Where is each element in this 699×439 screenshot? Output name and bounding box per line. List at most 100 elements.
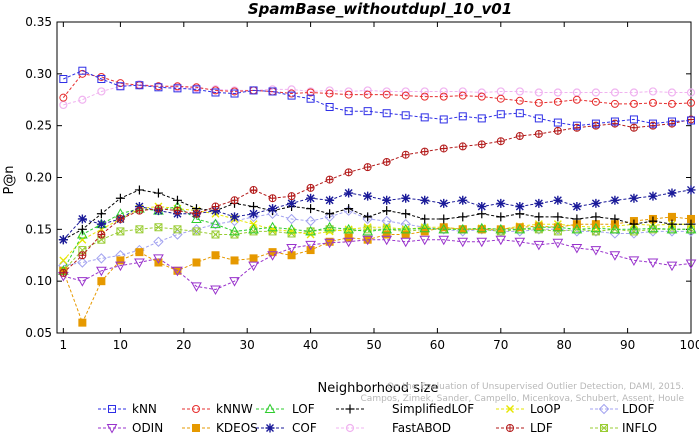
- point-simplifiedlof: [458, 212, 468, 222]
- point-cof: [382, 195, 392, 205]
- point-ldf: [515, 132, 524, 141]
- point-odin: [609, 251, 621, 261]
- legend: kNN kNNW LOF SimplifiedLOF LoOP LDOF ODIN KDEOS…: [98, 402, 657, 435]
- point-cof: [230, 212, 240, 222]
- point-cof: [211, 206, 220, 216]
- point-knnw: [382, 90, 391, 99]
- legend-marker: [600, 424, 608, 432]
- point-kdeos: [515, 223, 524, 232]
- legend-label: ODIN: [132, 421, 163, 434]
- point-simplifiedlof: [667, 219, 677, 229]
- point-ldf: [116, 214, 125, 223]
- point-fastabod: [610, 88, 620, 97]
- point-lof: [362, 225, 374, 236]
- point-odin: [628, 256, 640, 266]
- legend-item-simplifiedlof: SimplifiedLOF: [336, 402, 474, 416]
- point-cof: [610, 195, 620, 205]
- point-knnw: [306, 88, 315, 97]
- x-tick-label: 80: [557, 338, 572, 352]
- series-line-loop: [62, 205, 691, 261]
- point-odin: [514, 237, 526, 248]
- point-cof: [439, 198, 449, 208]
- series-simplifiedlof: [58, 185, 696, 245]
- point-knn: [249, 86, 258, 95]
- legend-item-fastabod: FastABOD: [336, 421, 451, 435]
- legend-item-loop: LoOP: [496, 402, 561, 416]
- point-ldf: [382, 157, 391, 166]
- legend-marker: [506, 424, 514, 432]
- point-fastabod: [97, 87, 106, 96]
- point-ldf: [401, 150, 410, 159]
- point-knn: [572, 121, 581, 130]
- point-cof: [648, 191, 658, 201]
- series-cof: [58, 185, 696, 245]
- y-tick-label: 0.35: [25, 15, 52, 29]
- point-lof: [514, 223, 526, 234]
- legend-marker: [345, 404, 355, 414]
- point-knn: [553, 118, 562, 127]
- legend-label: FastABOD: [392, 421, 451, 434]
- point-cof: [77, 214, 87, 224]
- point-cof: [629, 193, 639, 203]
- point-knnw: [439, 92, 448, 101]
- point-knnw: [629, 99, 638, 108]
- point-cof: [306, 193, 316, 203]
- point-lof: [476, 222, 488, 233]
- point-fastabod: [515, 87, 524, 96]
- legend-label: LOF: [292, 402, 315, 416]
- point-knn: [401, 111, 410, 120]
- point-simplifiedlof: [553, 212, 563, 222]
- legend-label: LDF: [530, 421, 553, 434]
- point-kdeos: [192, 258, 201, 267]
- point-ldf: [496, 137, 505, 146]
- x-tick-label: 1: [60, 338, 68, 352]
- series-line-cof: [62, 189, 692, 241]
- x-tick-label: 90: [620, 338, 635, 352]
- point-fastabod: [534, 88, 543, 97]
- series-line-knnw: [62, 73, 692, 105]
- point-knn: [496, 110, 505, 119]
- point-ldof: [305, 215, 316, 227]
- point-simplifiedlof: [496, 212, 506, 222]
- point-knnw: [477, 92, 486, 101]
- point-odin: [172, 266, 183, 277]
- point-lof: [533, 221, 545, 232]
- point-odin: [590, 246, 602, 256]
- point-fastabod: [667, 88, 677, 97]
- x-tick-label: 50: [366, 338, 381, 352]
- point-knn: [154, 83, 163, 92]
- point-simplifiedlof: [534, 212, 544, 222]
- point-knn: [268, 87, 277, 96]
- point-ldof: [324, 211, 335, 223]
- plot-border: [56, 21, 692, 334]
- point-ldf: [78, 251, 87, 260]
- series-line-odin: [63, 239, 692, 291]
- point-fastabod: [78, 95, 87, 104]
- point-ldf: [534, 129, 543, 138]
- legend-label: INFLO: [622, 421, 657, 434]
- point-knn: [610, 117, 619, 126]
- point-inflo: [154, 223, 163, 232]
- legend-label: SimplifiedLOF: [392, 402, 474, 416]
- point-loop: [325, 227, 334, 236]
- point-cof: [325, 195, 335, 205]
- point-knn: [363, 107, 372, 116]
- point-lof: [628, 223, 640, 234]
- point-odin: [153, 254, 164, 264]
- point-loop: [78, 235, 87, 244]
- series-line-kdeos: [62, 216, 692, 324]
- point-lof: [609, 223, 621, 234]
- point-fastabod: [344, 87, 353, 96]
- legend-item-odin: ODIN: [98, 421, 163, 435]
- point-fastabod: [420, 87, 429, 96]
- point-knn: [458, 112, 467, 121]
- point-ldf: [192, 209, 201, 218]
- point-knn: [135, 81, 144, 90]
- point-knn: [515, 109, 524, 118]
- point-kdeos: [344, 233, 353, 242]
- x-tick-label: 70: [493, 338, 508, 352]
- legend-item-kdeos: KDEOS: [182, 421, 258, 435]
- point-knn: [667, 117, 676, 126]
